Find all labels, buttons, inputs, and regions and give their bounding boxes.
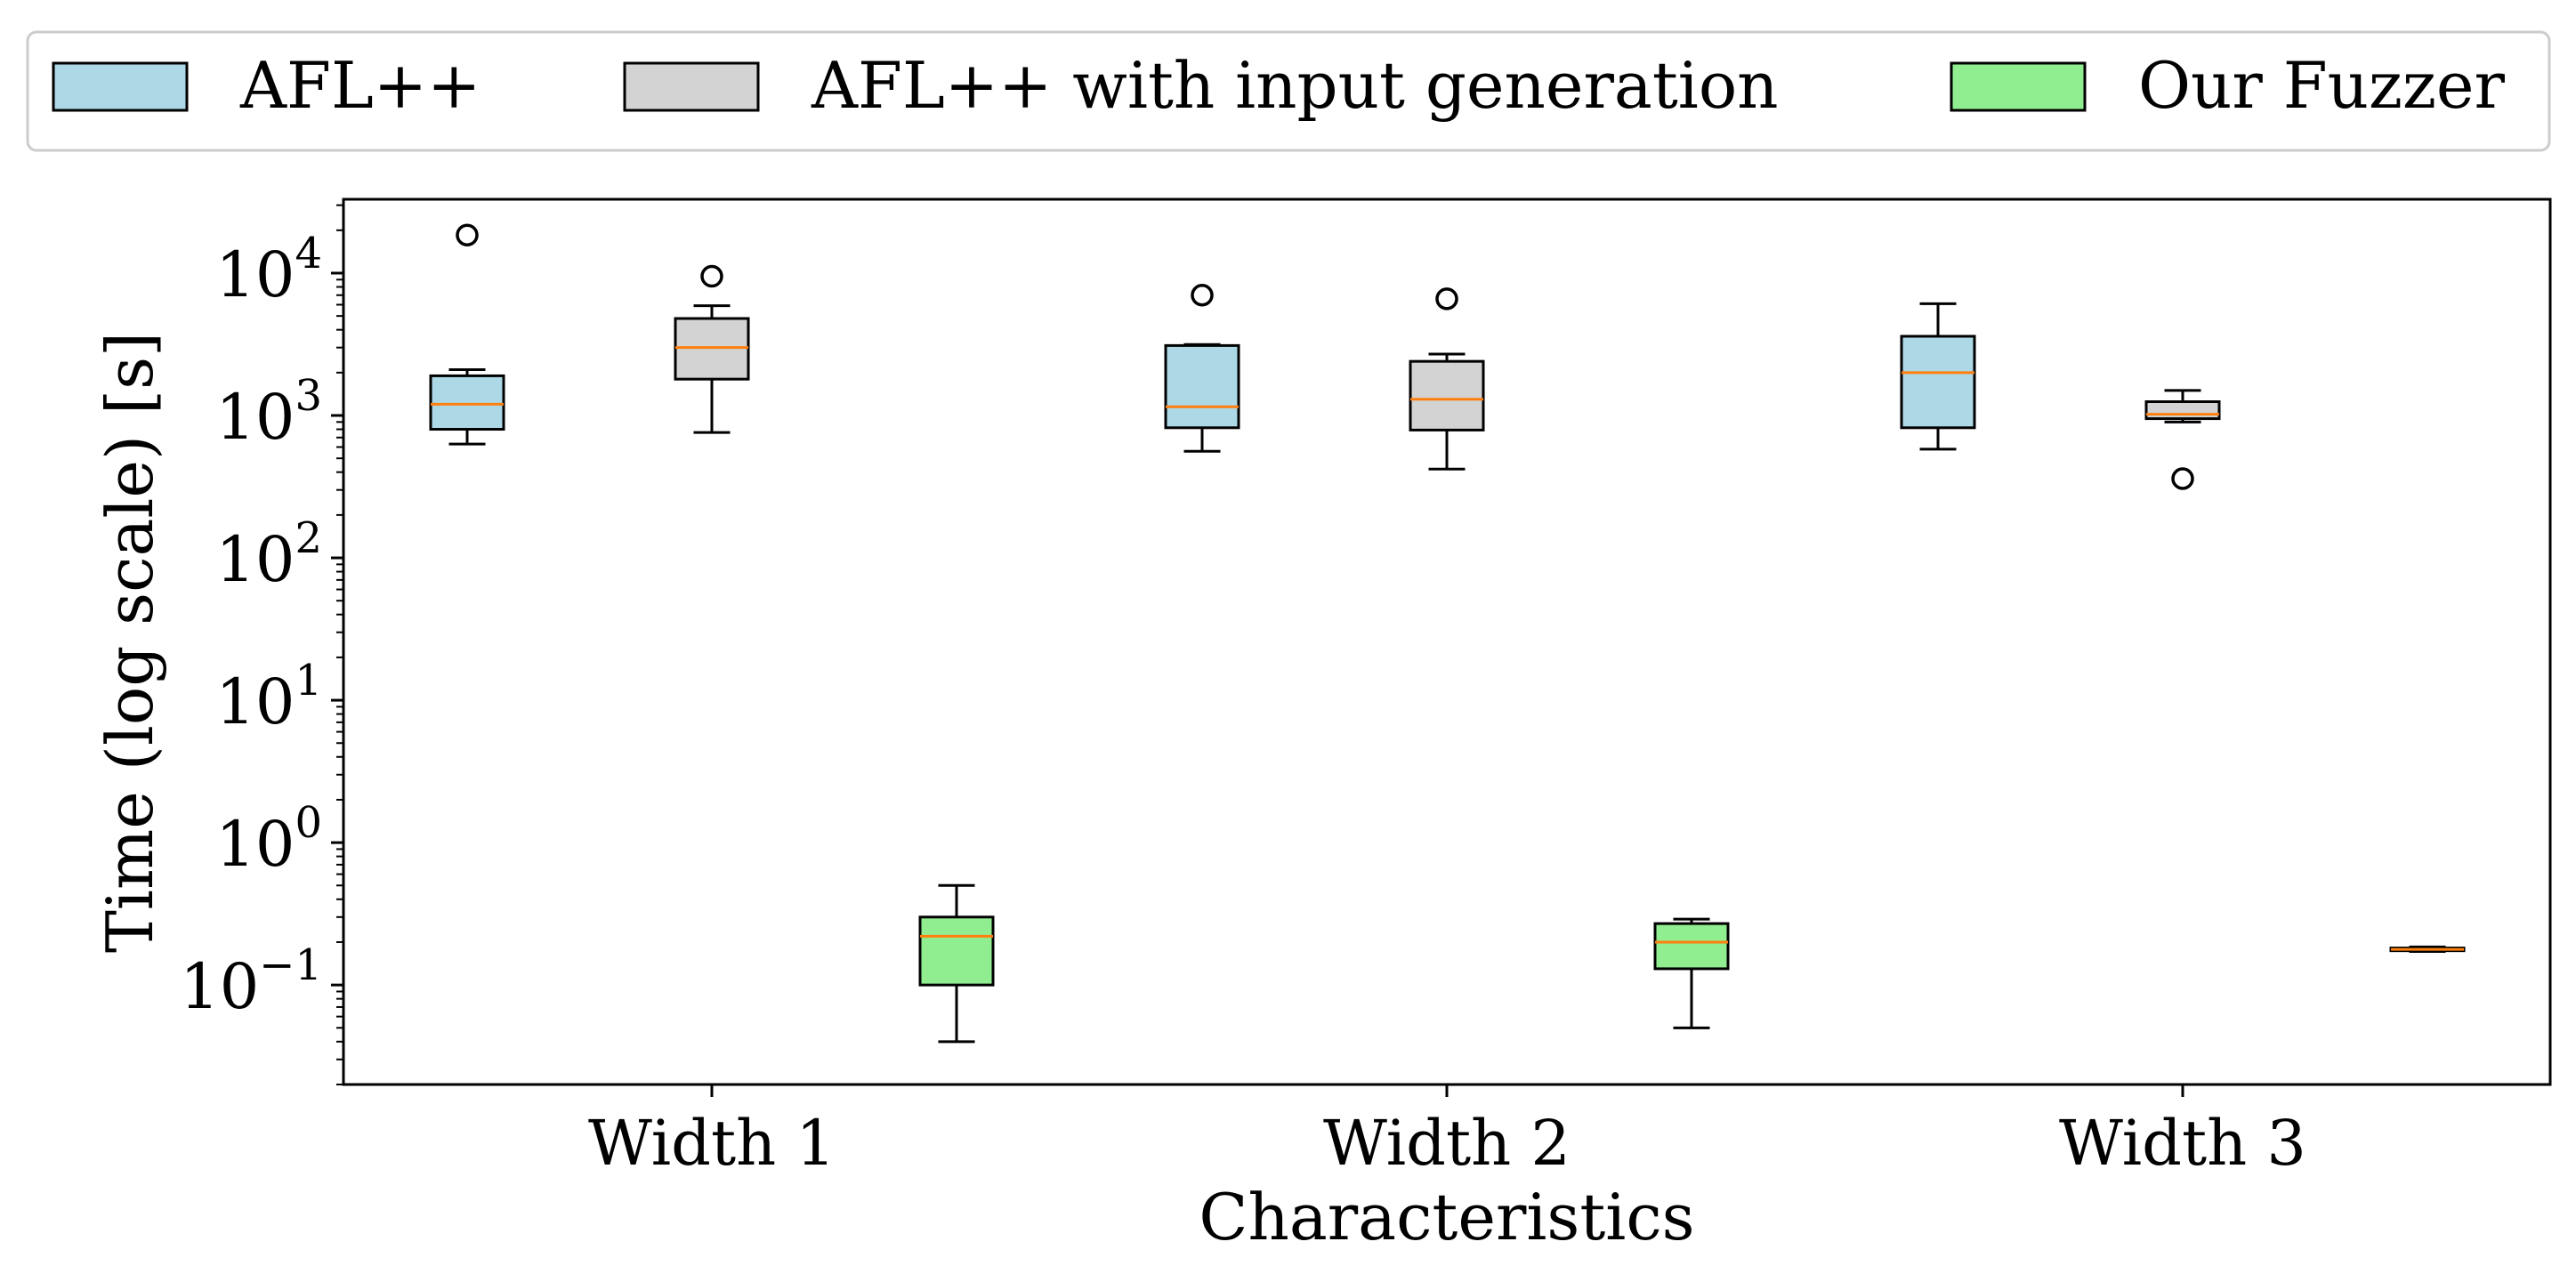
box-afl-width-1 [429,223,505,446]
box-body [429,374,505,431]
legend-item-afl-with-input-generation: AFL++ with input generation [623,48,1779,123]
y-tick-label: 103 [215,371,322,454]
y-tick-label: 10−1 [180,940,322,1023]
outlier-point [700,264,723,288]
box-afl-width-3 [1900,302,1976,451]
box-body [1653,922,1730,971]
x-tick-label: Width 3 [2059,1107,2306,1180]
box-afl-with-input-generation-width-3 [2144,389,2221,490]
outlier-point [1435,287,1458,310]
legend-swatch [52,61,189,112]
outlier-point [456,223,479,246]
box-body [1409,359,1485,431]
y-tick-label: 102 [215,513,322,596]
y-tick-label: 100 [215,798,322,881]
legend-swatch [623,61,760,112]
y-tick-label: 101 [215,656,322,738]
box-body [1900,335,1976,430]
y-axis-ticks: 10−1 100 101 102 103 104 [180,204,343,1085]
outlier-point [2171,467,2194,490]
x-tick-label: Width 2 [1323,1107,1571,1180]
x-axis-label: Characteristics [1199,1180,1694,1254]
legend-item-afl: AFL++ [52,48,480,123]
legend-label: AFL++ [239,48,480,123]
y-axis-label: Time (log scale) [s] [93,332,167,953]
box-our-fuzzer-width-3 [2389,945,2466,953]
series-our-fuzzer [918,883,2466,1044]
box-our-fuzzer-width-1 [918,883,995,1044]
series-afl-with-input-generation [674,264,2221,490]
legend-item-our-fuzzer: Our Fuzzer [1950,48,2506,123]
legend-label: AFL++ with input generation [811,48,1779,123]
x-tick-label: Width 1 [588,1107,836,1180]
box-body [918,915,995,987]
box-body [1164,343,1240,430]
series-afl [429,223,1976,453]
box-afl-width-2 [1164,284,1240,453]
legend-swatch [1950,61,2087,112]
box-body [2144,400,2221,421]
box-afl-with-input-generation-width-2 [1409,287,1485,471]
legend-label: Our Fuzzer [2138,48,2506,123]
box-our-fuzzer-width-2 [1653,917,1730,1029]
legend: AFL++ AFL++ with input generation Our Fuzz… [26,30,2551,152]
outlier-point [1191,284,1214,307]
y-tick-label: 104 [215,229,322,311]
legend-frame [26,30,2551,152]
box-afl-with-input-generation-width-1 [674,264,750,434]
x-axis-ticks: Width 1 Width 2 Width 3 [588,1084,2306,1180]
plot-content [429,223,2466,1044]
